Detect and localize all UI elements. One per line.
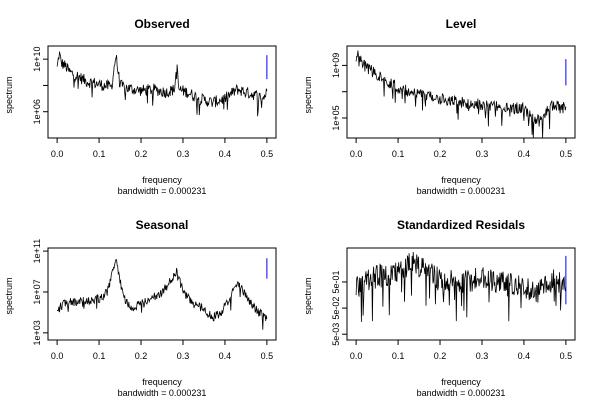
panel-title: Standardized Residals [397, 218, 525, 232]
x-axis: 0.0 0.1 0.2 0.3 0.4 0.5 [350, 340, 572, 361]
x-tick-label: 0.3 [177, 149, 190, 159]
x-axis-label: frequency [441, 377, 481, 387]
x-tick-label: 0.5 [560, 351, 573, 361]
x-tick-label: 0.4 [219, 149, 232, 159]
y-axis-label: spectrum [303, 277, 313, 314]
panel-title: Level [446, 17, 477, 31]
panel-title: Seasonal [136, 218, 189, 232]
x-tick-label: 0.4 [518, 351, 531, 361]
x-tick-label: 0.3 [476, 149, 489, 159]
y-tick-label: 1e+05 [331, 105, 341, 130]
x-axis-label: frequency [142, 175, 182, 185]
x-tick-label: 0.4 [219, 351, 232, 361]
panel-level: Level frequency bandwidth = 0.000231 spe… [303, 17, 576, 196]
y-tick-label: 5e-03 [331, 323, 341, 346]
y-axis-label: spectrum [303, 76, 313, 113]
y-tick-label: 1e+11 [32, 239, 42, 264]
spectrum-line [56, 51, 268, 117]
x-tick-label: 0.1 [392, 351, 405, 361]
y-axis: 5e-03 5e-02 5e-01 [331, 270, 347, 346]
x-tick-label: 0.2 [135, 149, 148, 159]
x-tick-label: 0.2 [135, 351, 148, 361]
bandwidth-label: bandwidth = 0.000231 [118, 388, 207, 398]
x-tick-label: 0.0 [350, 351, 363, 361]
x-tick-label: 0.2 [434, 149, 447, 159]
y-tick-label: 5e-01 [331, 270, 341, 293]
x-axis-label: frequency [441, 175, 481, 185]
spectrum-line [355, 251, 567, 322]
panel-observed: Observed frequency bandwidth = 0.000231 … [4, 17, 277, 196]
x-tick-label: 0.2 [434, 351, 447, 361]
x-axis-label: frequency [142, 377, 182, 387]
bandwidth-label: bandwidth = 0.000231 [118, 186, 207, 196]
y-tick-label: 5e-02 [331, 297, 341, 320]
y-axis: 1e+05 1e+09 [331, 53, 347, 131]
spectrum-line [56, 258, 268, 330]
panel-standardized-residuals: Standardized Residals frequency bandwidt… [303, 218, 576, 398]
x-tick-label: 0.1 [392, 149, 405, 159]
x-tick-label: 0.1 [93, 351, 106, 361]
y-tick-label: 1e+09 [331, 53, 341, 78]
x-tick-label: 0.1 [93, 149, 106, 159]
y-tick-label: 1e+10 [32, 47, 42, 72]
plot-frame [346, 247, 576, 341]
y-axis: 1e+06 1e+10 [32, 47, 48, 124]
x-axis: 0.0 0.1 0.2 0.3 0.4 0.5 [51, 340, 273, 361]
y-axis-label: spectrum [4, 277, 14, 314]
plot-frame [346, 45, 576, 139]
y-tick-label: 1e+03 [32, 320, 42, 345]
y-axis: 1e+03 1e+07 1e+11 [32, 239, 48, 345]
x-tick-label: 0.0 [350, 149, 363, 159]
y-tick-label: 1e+06 [32, 99, 42, 124]
plot-frame [47, 247, 277, 341]
bandwidth-label: bandwidth = 0.000231 [417, 186, 506, 196]
x-tick-label: 0.3 [177, 351, 190, 361]
x-tick-label: 0.4 [518, 149, 531, 159]
spectrum-line [355, 50, 567, 139]
panel-seasonal: Seasonal frequency bandwidth = 0.000231 … [4, 218, 277, 398]
plot-frame [47, 45, 277, 139]
x-tick-label: 0.0 [51, 149, 64, 159]
y-tick-label: 1e+07 [32, 279, 42, 304]
x-tick-label: 0.5 [261, 351, 274, 361]
x-tick-label: 0.5 [560, 149, 573, 159]
panel-title: Observed [134, 17, 189, 31]
bandwidth-label: bandwidth = 0.000231 [417, 388, 506, 398]
y-axis-label: spectrum [4, 76, 14, 113]
x-tick-label: 0.3 [476, 351, 489, 361]
x-tick-label: 0.5 [261, 149, 274, 159]
x-axis: 0.0 0.1 0.2 0.3 0.4 0.5 [350, 138, 572, 159]
x-axis: 0.0 0.1 0.2 0.3 0.4 0.5 [51, 138, 273, 159]
x-tick-label: 0.0 [51, 351, 64, 361]
